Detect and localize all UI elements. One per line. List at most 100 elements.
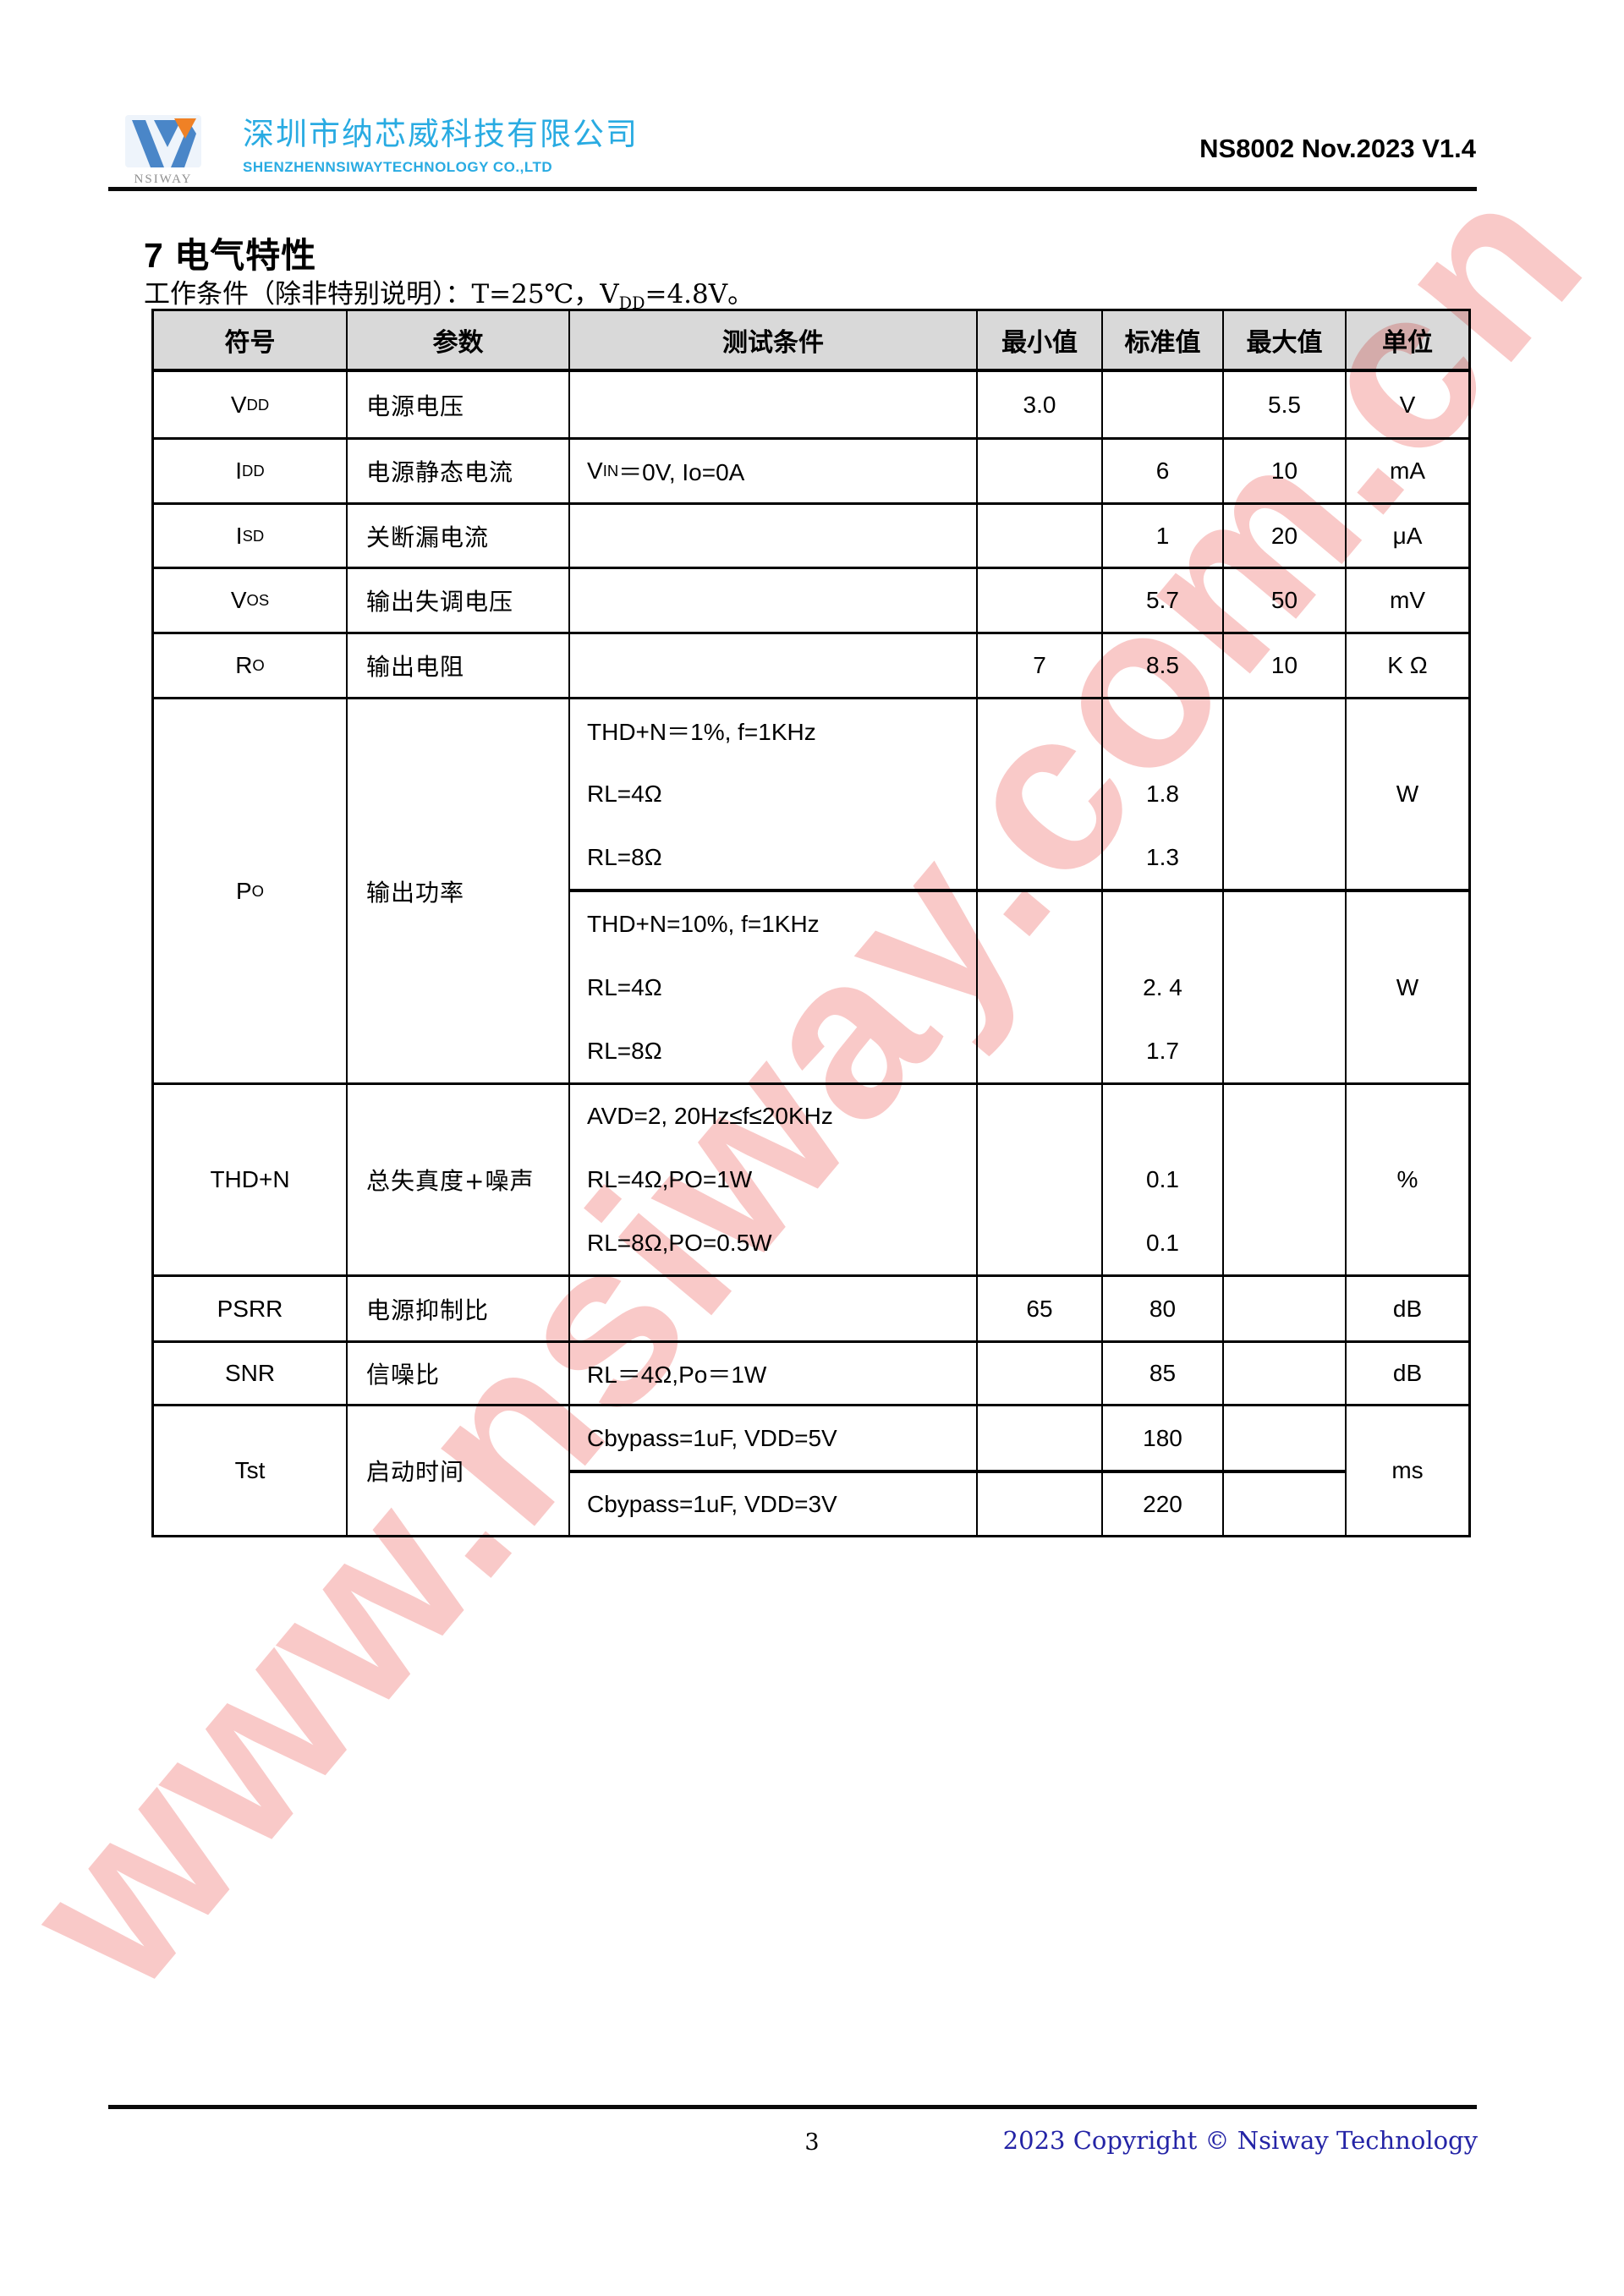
cell-ro-parameter: 输出电阻 <box>348 634 570 699</box>
nsiway-logo-icon <box>125 115 201 167</box>
cell-po-block2-conditions: THD+N=10%, f=1KHz RL=4Ω RL=8Ω <box>570 892 978 1085</box>
cell-thdn-symbol: THD+N <box>154 1085 348 1277</box>
cell-isd-unit: μA <box>1347 505 1468 569</box>
cell-thdn-unit: % <box>1347 1085 1468 1277</box>
conditions-text: 工作条件（除非特别说明）：T=25℃，V <box>144 279 619 310</box>
cell-isd-min <box>978 505 1103 569</box>
cell-ro-min: 7 <box>978 634 1103 699</box>
cell-psrr-parameter: 电源抑制比 <box>348 1277 570 1343</box>
cell-vdd-unit: V <box>1347 372 1468 440</box>
cell-idd-condition: V IN ＝0V, Io=0A <box>570 440 978 505</box>
col-header-unit: 单位 <box>1347 311 1468 372</box>
cell-po-block1-min <box>978 699 1103 892</box>
cell-po-block2-unit: W <box>1347 892 1468 1085</box>
cell-tst-symbol: Tst <box>154 1406 348 1535</box>
document-reference: NS8002 Nov.2023 V1.4 <box>1199 134 1476 163</box>
cell-thdn-conditions: AVD=2, 20Hz≤f≤20KHz RL=4Ω,PO=1W RL=8Ω,PO… <box>570 1085 978 1277</box>
section-title: 7 电气特性 <box>144 236 317 275</box>
col-header-typ: 标准值 <box>1103 311 1224 372</box>
conditions-subscript: DD <box>618 293 645 314</box>
cell-vos-parameter: 输出失调电压 <box>348 569 570 634</box>
electrical-characteristics-table: 符号 参数 测试条件 最小值 标准值 最大值 单位 V DD 电源电压 3.0 5… <box>151 309 1471 1537</box>
company-names: 深圳市纳芯威科技有限公司 SHENZHENNSIWAYTECHNOLOGY CO… <box>243 108 639 176</box>
cell-idd-parameter: 电源静态电流 <box>348 440 570 505</box>
cell-ro-unit: K Ω <box>1347 634 1468 699</box>
cell-vdd-max: 5.5 <box>1224 372 1347 440</box>
header-rule <box>108 187 1477 191</box>
cell-psrr-unit: dB <box>1347 1277 1468 1343</box>
cell-snr-unit: dB <box>1347 1343 1468 1406</box>
cell-vdd-typ <box>1103 372 1224 440</box>
cell-ro-typ: 8.5 <box>1103 634 1224 699</box>
cell-vdd-condition <box>570 372 978 440</box>
footer-rule <box>108 2105 1477 2109</box>
cell-vos-typ: 5.7 <box>1103 569 1224 634</box>
cell-tst-parameter: 启动时间 <box>348 1406 570 1535</box>
cell-po-block2-typ: 2. 4 1.7 <box>1103 892 1224 1085</box>
cell-thdn-typ: 0.1 0.1 <box>1103 1085 1224 1277</box>
company-logo: NSIWAY <box>125 115 201 187</box>
cell-isd-symbol: I SD <box>154 505 348 569</box>
cell-psrr-min: 65 <box>978 1277 1103 1343</box>
col-header-max: 最大值 <box>1224 311 1347 372</box>
cell-vdd-symbol: V DD <box>154 372 348 440</box>
cell-thdn-min <box>978 1085 1103 1277</box>
page-number: 3 <box>804 2129 820 2156</box>
company-name-cn: 深圳市纳芯威科技有限公司 <box>243 117 639 151</box>
cell-po-block1-max <box>1224 699 1347 892</box>
cell-psrr-condition <box>570 1277 978 1343</box>
col-header-min: 最小值 <box>978 311 1103 372</box>
cell-tst-typ-1: 180 <box>1103 1406 1224 1473</box>
cell-psrr-max <box>1224 1277 1347 1343</box>
cell-snr-symbol: SNR <box>154 1343 348 1406</box>
cell-tst-min-2 <box>978 1473 1103 1535</box>
cell-idd-typ: 6 <box>1103 440 1224 505</box>
cell-snr-max <box>1224 1343 1347 1406</box>
cell-idd-min <box>978 440 1103 505</box>
cell-snr-min <box>978 1343 1103 1406</box>
col-header-test-condition: 测试条件 <box>570 311 978 372</box>
cell-isd-max: 20 <box>1224 505 1347 569</box>
operating-conditions: 工作条件（除非特别说明）：T=25℃，VDD=4.8V。 <box>144 272 754 313</box>
cell-vdd-parameter: 电源电压 <box>348 372 570 440</box>
cell-vos-min <box>978 569 1103 634</box>
cell-vos-unit: mV <box>1347 569 1468 634</box>
cell-po-block2-min <box>978 892 1103 1085</box>
cell-tst-unit: ms <box>1391 1457 1424 1483</box>
cell-tst-max-2 <box>1224 1473 1347 1535</box>
col-header-parameter: 参数 <box>348 311 570 372</box>
cell-ro-condition <box>570 634 978 699</box>
conditions-suffix: =4.8V。 <box>645 279 754 310</box>
cell-isd-condition <box>570 505 978 569</box>
cell-isd-typ: 1 <box>1103 505 1224 569</box>
cell-snr-condition: RL＝4Ω,Po＝1W <box>570 1343 978 1406</box>
cell-psrr-typ: 80 <box>1103 1277 1224 1343</box>
cell-psrr-symbol: PSRR <box>154 1277 348 1343</box>
cell-ro-max: 10 <box>1224 634 1347 699</box>
cell-thdn-parameter: 总失真度+噪声 <box>348 1085 570 1277</box>
cell-tst-condition-2: Cbypass=1uF, VDD=3V <box>570 1473 978 1535</box>
cell-snr-parameter: 信噪比 <box>348 1343 570 1406</box>
cell-vos-max: 50 <box>1224 569 1347 634</box>
cell-po-block1-typ: 1.8 1.3 <box>1103 699 1224 892</box>
cell-po-parameter: 输出功率 <box>348 699 570 1085</box>
cell-tst-typ-2: 220 <box>1103 1473 1224 1535</box>
copyright-notice: 2023 Copyright © Nsiway Technology <box>1002 2126 1478 2155</box>
cell-idd-unit: mA <box>1347 440 1468 505</box>
cell-po-block2-max <box>1224 892 1347 1085</box>
col-header-symbol: 符号 <box>154 311 348 372</box>
cell-vos-condition <box>570 569 978 634</box>
cell-vos-symbol: V OS <box>154 569 348 634</box>
cell-tst-condition-1: Cbypass=1uF, VDD=5V <box>570 1406 978 1473</box>
cell-idd-max: 10 <box>1224 440 1347 505</box>
cell-idd-symbol: I DD <box>154 440 348 505</box>
cell-thdn-max <box>1224 1085 1347 1277</box>
company-name-en: SHENZHENNSIWAYTECHNOLOGY CO.,LTD <box>243 159 553 175</box>
cell-tst-max-1 <box>1224 1406 1347 1473</box>
cell-vdd-min: 3.0 <box>978 372 1103 440</box>
cell-po-block1-unit: W <box>1347 699 1468 892</box>
cell-isd-parameter: 关断漏电流 <box>348 505 570 569</box>
